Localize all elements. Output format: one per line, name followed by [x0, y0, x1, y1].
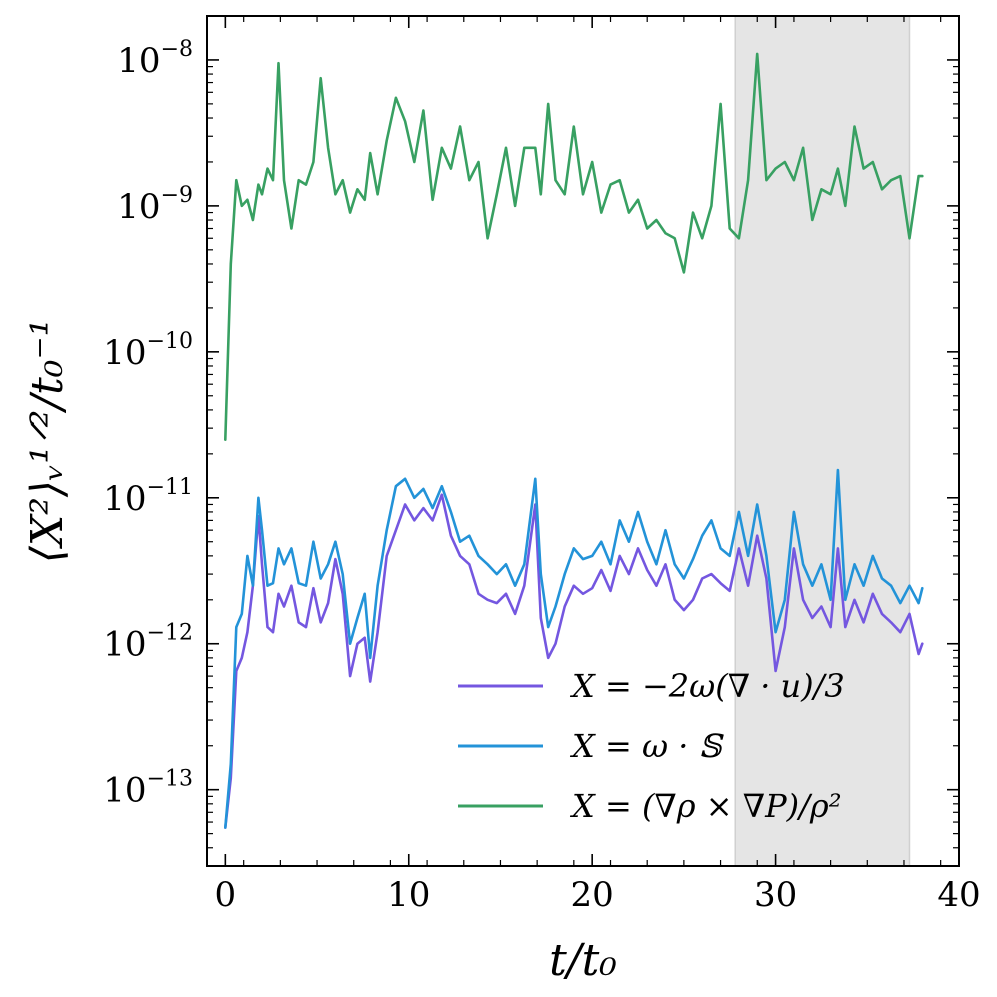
y-tick-label: 10−9 — [117, 183, 193, 227]
legend-label-2: X = ω · 𝕊 — [569, 727, 725, 765]
series-line-2 — [224, 468, 924, 829]
series-line-1 — [224, 493, 924, 829]
legend-label-3: X = (∇ρ × ∇P)/ρ² — [569, 787, 842, 825]
y-tick-label: 10−13 — [103, 767, 193, 811]
legend: X = −2ω(∇ · u)/3 X = ω · 𝕊 X = (∇ρ × ∇P)/ρ… — [458, 667, 845, 825]
y-tick-label: 10−10 — [103, 329, 193, 373]
y-axis-title: ⟨X²⟩ᵥ¹ᐟ²/t₀⁻¹ — [22, 319, 73, 564]
x-tick-label: 10 — [387, 875, 430, 915]
x-tick-label: 40 — [937, 875, 980, 915]
x-tick-label: 30 — [754, 875, 797, 915]
y-tick-label: 10−8 — [117, 37, 193, 81]
shaded-region — [734, 15, 911, 867]
series-line-3 — [224, 52, 924, 442]
y-tick-label: 10−11 — [103, 475, 193, 519]
x-tick-label: 20 — [571, 875, 614, 915]
legend-label-1: X = −2ω(∇ · u)/3 — [569, 667, 845, 705]
y-tick-label: 10−12 — [103, 621, 193, 665]
x-tick-label: 0 — [215, 875, 237, 915]
plot-frame — [206, 15, 960, 867]
x-axis-title: t/t₀ — [549, 935, 617, 986]
